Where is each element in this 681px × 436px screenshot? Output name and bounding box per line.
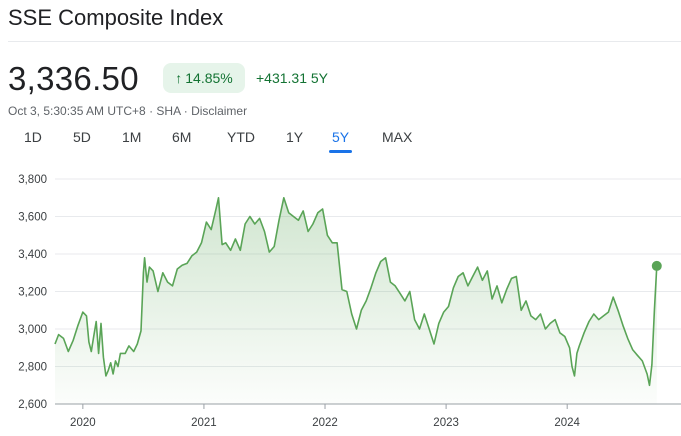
meta-separator: · bbox=[145, 104, 157, 118]
tab-5d[interactable]: 5D bbox=[73, 129, 91, 145]
arrow-up-icon: ↑ bbox=[175, 70, 183, 86]
change-percent-value: 14.85% bbox=[185, 70, 233, 86]
change-percent-badge: ↑ 14.85% bbox=[163, 63, 245, 93]
price-series-line bbox=[54, 197, 658, 387]
tab-6m[interactable]: 6M bbox=[172, 129, 192, 145]
disclaimer-link[interactable]: Disclaimer bbox=[191, 104, 248, 118]
x-tick-label: 2020 bbox=[70, 417, 96, 429]
tab-1m[interactable]: 1M bbox=[122, 129, 142, 145]
exchange-label: SHA bbox=[156, 104, 181, 118]
x-tick-label: 2023 bbox=[433, 417, 459, 429]
x-tick-label: 2021 bbox=[191, 417, 217, 429]
meta-separator: · bbox=[180, 104, 192, 118]
y-tick-label: 3,000 bbox=[18, 324, 47, 336]
tab-5y[interactable]: 5Y bbox=[328, 129, 353, 153]
y-axis-ticks: 2,600 2,800 3,000 3,200 3,400 3,600 3,800 bbox=[18, 174, 47, 411]
y-tick-label: 3,200 bbox=[18, 287, 47, 299]
change-absolute: +431.31 5Y bbox=[256, 70, 329, 86]
tab-ytd[interactable]: YTD bbox=[227, 129, 255, 145]
x-tick-label: 2022 bbox=[312, 417, 338, 429]
quote-meta: Oct 3, 5:30:35 AM UTC+8 · SHA · Disclaim… bbox=[8, 104, 247, 118]
tab-1d[interactable]: 1D bbox=[24, 129, 42, 145]
y-tick-label: 3,800 bbox=[18, 174, 47, 186]
price-area-fill bbox=[55, 197, 657, 404]
quote-timestamp: Oct 3, 5:30:35 AM UTC+8 bbox=[8, 104, 146, 118]
y-tick-label: 2,800 bbox=[18, 362, 47, 374]
x-tick-label: 2024 bbox=[554, 417, 580, 429]
y-tick-label: 3,400 bbox=[18, 249, 47, 261]
y-tick-label: 2,600 bbox=[18, 399, 47, 411]
tab-max[interactable]: MAX bbox=[382, 129, 413, 145]
x-axis-ticks: 2020 2021 2022 2023 2024 bbox=[70, 404, 581, 429]
title-divider bbox=[8, 41, 681, 42]
current-price: 3,336.50 bbox=[8, 60, 139, 97]
y-tick-label: 3,600 bbox=[18, 212, 47, 224]
last-price-marker bbox=[651, 260, 662, 271]
page-title: SSE Composite Index bbox=[8, 5, 224, 30]
tab-1y[interactable]: 1Y bbox=[286, 129, 304, 145]
